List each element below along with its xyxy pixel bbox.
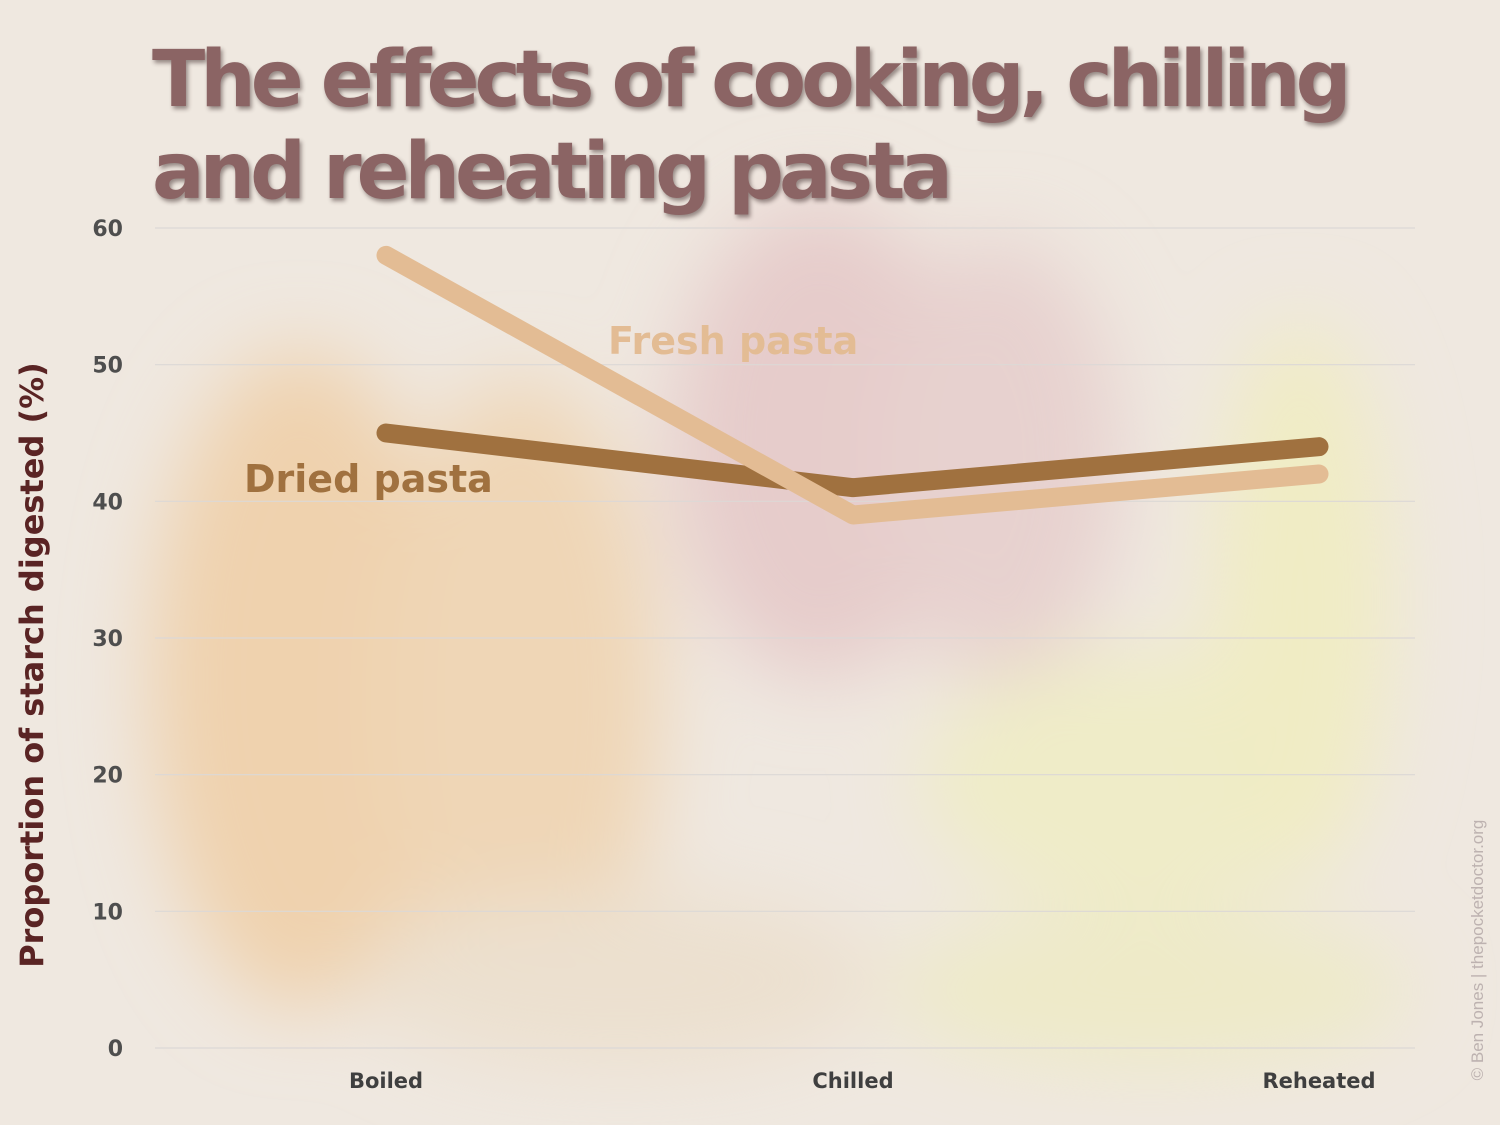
y-tick-label: 50 xyxy=(92,354,123,379)
chart-title: The effects of cooking, chilling and reh… xyxy=(152,35,1352,217)
y-axis-label: Proportion of starch digested (%) xyxy=(13,362,51,968)
y-tick-label: 60 xyxy=(92,217,123,242)
y-tick-label: 20 xyxy=(92,764,123,789)
series-label-1: Fresh pasta xyxy=(608,319,858,363)
x-tick-label: Reheated xyxy=(1262,1069,1375,1093)
y-tick-label: 10 xyxy=(92,900,123,925)
series-line-1 xyxy=(376,245,1329,525)
x-tick-label: Chilled xyxy=(812,1069,893,1093)
series-labels: Dried pasta Fresh pasta xyxy=(244,319,858,501)
y-axis-ticks: 0 10 20 30 40 50 60 xyxy=(92,217,123,1062)
y-tick-label: 30 xyxy=(92,627,123,652)
x-axis-ticks: Boiled Chilled Reheated xyxy=(349,1069,1376,1093)
x-tick-label: Boiled xyxy=(349,1069,423,1093)
credit-text: © Ben Jones | thepocketdoctor.org xyxy=(1468,819,1487,1081)
gridlines xyxy=(155,227,1415,1049)
y-tick-label: 40 xyxy=(92,490,123,515)
series-lines xyxy=(376,245,1329,525)
y-tick-label: 0 xyxy=(108,1037,123,1062)
series-label-0: Dried pasta xyxy=(244,457,493,501)
